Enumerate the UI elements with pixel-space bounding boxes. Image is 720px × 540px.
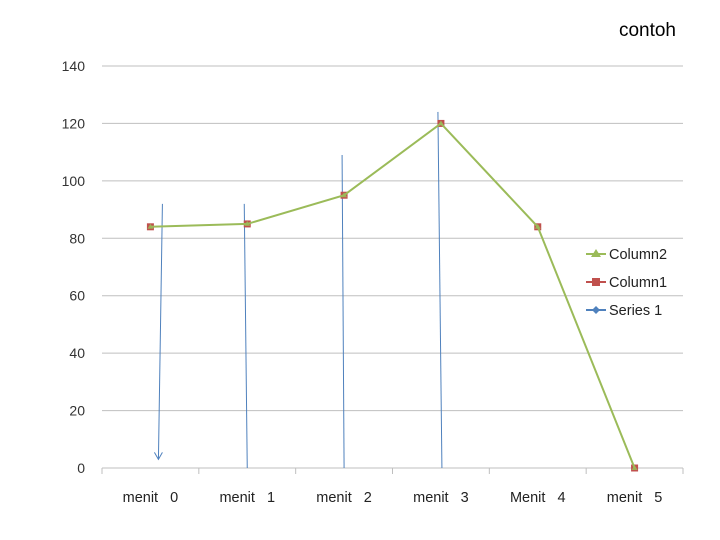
legend-square-marker	[592, 278, 600, 286]
data-point-triangle	[631, 465, 638, 470]
chart-title: contoh	[618, 20, 676, 41]
y-tick-label: 100	[62, 173, 86, 189]
y-tick-label: 140	[62, 58, 86, 74]
x-tick-label: Menit 4	[510, 490, 566, 506]
x-tick-label: menit 2	[316, 490, 372, 506]
annotation-arrow-line	[157, 203, 163, 460]
y-tick-label: 80	[69, 230, 85, 246]
y-tick-label: 60	[69, 288, 85, 304]
x-tick-label: menit 1	[219, 490, 275, 506]
data-point-triangle	[147, 223, 154, 229]
x-axis: menit 0 menit 1 menit 2 menit 3 Menit 4 menit…	[101, 467, 684, 506]
y-tick-label: 20	[69, 403, 85, 419]
arrow-head	[153, 452, 163, 461]
legend-label: Series 1	[609, 303, 662, 319]
legend-label: Column2	[609, 247, 667, 263]
x-tick-label: menit 5	[607, 490, 663, 506]
legend-triangle-marker	[591, 249, 601, 257]
data-point-triangle	[244, 220, 251, 226]
data-point-triangle	[437, 120, 444, 126]
series-lines	[146, 119, 639, 472]
y-axis-ticks: 0 20 40 60 80 100 120 140	[62, 58, 86, 476]
annotation-lines	[153, 111, 443, 469]
series-line-column2	[150, 122, 636, 469]
y-tick-label: 0	[77, 460, 85, 476]
legend: Column2 Column1 Series 1	[586, 247, 667, 319]
annotation-line	[243, 203, 248, 469]
legend-diamond-marker	[592, 306, 600, 314]
y-tick-label: 40	[69, 345, 85, 361]
annotation-line	[341, 155, 345, 469]
y-tick-label: 120	[62, 115, 86, 131]
legend-label: Column1	[609, 275, 667, 291]
x-tick-label: menit 3	[413, 490, 469, 506]
annotation-line	[437, 111, 443, 469]
gridlines	[102, 65, 683, 412]
data-point-triangle	[534, 223, 541, 229]
data-point-triangle	[341, 192, 348, 198]
x-tick-label: menit 0	[123, 490, 179, 506]
